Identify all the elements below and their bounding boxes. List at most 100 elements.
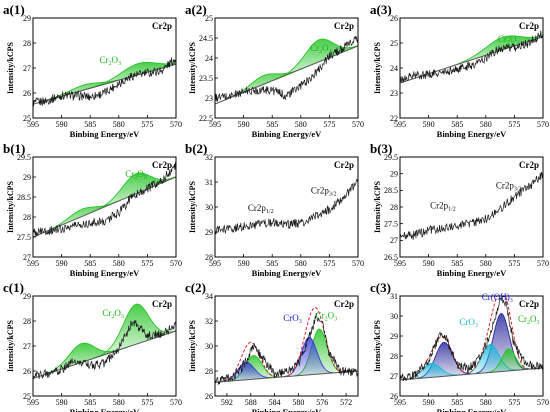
raw-spectrum bbox=[215, 178, 358, 235]
panel-a3: a(3) 595 590 585 580 575 570 22 23 24 25 26 Binbing … bbox=[370, 2, 549, 139]
element-label: Cr2p bbox=[152, 160, 172, 170]
y-axis-label: Intensity/kCPS bbox=[6, 180, 15, 233]
x-tick-label: 580 bbox=[292, 398, 304, 407]
y-axis-label: Intensity/kCPS bbox=[373, 180, 382, 233]
plot-frame bbox=[399, 156, 544, 258]
x-tick-label: 570 bbox=[170, 259, 182, 268]
background-line bbox=[33, 330, 176, 379]
y-tick-label: 30 bbox=[205, 203, 213, 212]
x-tick-label: 575 bbox=[323, 259, 335, 268]
peak-annotation: CrO3 bbox=[283, 313, 302, 325]
panel-tag: c(2) bbox=[185, 280, 206, 295]
y-tick-label: 26 bbox=[390, 14, 398, 23]
y-axis-label: Intensity/kCPS bbox=[188, 319, 197, 372]
panel-b3: b(3) 595 590 585 580 575 570 26.5 27 27.5 28 28.5 29… bbox=[370, 141, 549, 278]
x-tick-label: 575 bbox=[141, 398, 153, 407]
x-tick-label: 584 bbox=[269, 398, 281, 407]
panel-b1: b(1) 595 590 585 580 575 570 27 27.5 28 28.5 29 29.5… bbox=[3, 141, 182, 278]
y-tick-label: 25 bbox=[23, 114, 31, 123]
y-axis-label: Intensity/kCPS bbox=[188, 180, 197, 233]
raw-spectrum bbox=[215, 313, 358, 385]
plot-area bbox=[400, 30, 543, 84]
x-tick-label: 570 bbox=[170, 120, 182, 129]
x-axis-label: Binbing Energy/eV bbox=[70, 268, 141, 278]
x-axis-label: Binbing Energy/eV bbox=[252, 268, 323, 278]
peak-fill-Cr2O3 bbox=[96, 304, 176, 358]
y-tick-label: 26 bbox=[23, 367, 31, 376]
element-label: Cr2p bbox=[152, 299, 172, 309]
y-tick-label: 29 bbox=[23, 14, 31, 23]
panel-tag: b(2) bbox=[185, 141, 207, 156]
y-tick-label: 28 bbox=[390, 203, 398, 212]
y-tick-label: 29.5 bbox=[384, 153, 398, 162]
element-label: Cr2p bbox=[334, 21, 354, 31]
x-tick-label: 580 bbox=[113, 398, 125, 407]
y-tick-label: 28 bbox=[205, 253, 213, 262]
peak-line-Cr2O3 bbox=[447, 35, 543, 68]
raw-spectrum bbox=[215, 35, 358, 102]
peak-annotation: Cr2p1/2 bbox=[430, 201, 456, 213]
peak-line-Cr2O3 bbox=[487, 348, 530, 373]
y-tick-label: 25 bbox=[390, 39, 398, 48]
x-tick-label: 585 bbox=[451, 398, 463, 407]
x-tick-label: 590 bbox=[56, 120, 68, 129]
y-tick-label: 27.5 bbox=[17, 233, 31, 242]
plot-frame bbox=[214, 156, 359, 258]
y-tick-label: 23 bbox=[205, 94, 213, 103]
x-tick-label: 590 bbox=[423, 398, 435, 407]
background-line bbox=[215, 370, 358, 383]
element-label: Cr2p bbox=[152, 21, 172, 31]
x-tick-label: 575 bbox=[141, 120, 153, 129]
raw-spectrum bbox=[400, 296, 543, 382]
peak-annotation: CrO3 bbox=[459, 317, 478, 329]
panel-tag: b(3) bbox=[370, 141, 392, 156]
y-tick-label: 23 bbox=[390, 89, 398, 98]
y-axis-label: Intensity/kCPS bbox=[373, 319, 382, 372]
x-tick-label: 585 bbox=[266, 259, 278, 268]
peak-annotation: Cr(OH)3 bbox=[482, 292, 513, 304]
peak-line-Cr2O3 bbox=[95, 303, 176, 358]
peak-annotation: Cr2O3 bbox=[102, 308, 124, 320]
x-tick-label: 595 bbox=[394, 398, 406, 407]
raw-spectrum bbox=[33, 320, 176, 380]
x-tick-label: 576 bbox=[316, 398, 328, 407]
x-tick-label: 590 bbox=[423, 259, 435, 268]
x-tick-label: 570 bbox=[170, 398, 182, 407]
element-label: Cr2p bbox=[519, 160, 539, 170]
y-tick-label: 27 bbox=[23, 64, 31, 73]
peak-annotation: Cr2p3/2 bbox=[311, 185, 337, 197]
y-tick-label: 24 bbox=[205, 54, 213, 63]
x-tick-label: 590 bbox=[56, 398, 68, 407]
peak-fill-CrO3 bbox=[284, 337, 334, 377]
x-tick-label: 592 bbox=[221, 398, 233, 407]
panel-tag: a(1) bbox=[3, 2, 25, 17]
y-tick-label: 24.5 bbox=[199, 34, 213, 43]
x-tick-label: 590 bbox=[423, 120, 435, 129]
panel-tag: b(1) bbox=[3, 141, 25, 156]
element-label: Cr2p bbox=[519, 21, 539, 31]
x-tick-label: 575 bbox=[508, 398, 520, 407]
y-tick-label: 25 bbox=[23, 392, 31, 401]
peak-annotation: Cr2O3 bbox=[125, 169, 147, 181]
peak-line-Cr2O3 bbox=[91, 172, 176, 213]
x-tick-label: 570 bbox=[352, 259, 364, 268]
peak-line-component bbox=[41, 342, 122, 377]
x-tick-label: 575 bbox=[508, 259, 520, 268]
y-axis-label: Intensity/kCPS bbox=[6, 41, 15, 94]
plot-area bbox=[33, 162, 176, 238]
y-tick-label: 29 bbox=[205, 228, 213, 237]
peak-fill-component bbox=[41, 343, 122, 376]
x-tick-label: 580 bbox=[480, 398, 492, 407]
element-label: Cr2p bbox=[334, 160, 354, 170]
y-tick-label: 26 bbox=[205, 392, 213, 401]
x-tick-label: 585 bbox=[84, 259, 96, 268]
peak-line-component bbox=[41, 199, 122, 234]
y-tick-label: 27.5 bbox=[384, 219, 398, 228]
y-tick-label: 26.5 bbox=[384, 253, 398, 262]
panel-tag: c(1) bbox=[3, 280, 24, 295]
y-tick-label: 22 bbox=[390, 114, 398, 123]
x-tick-label: 590 bbox=[238, 259, 250, 268]
x-tick-label: 575 bbox=[323, 120, 335, 129]
x-tick-label: 595 bbox=[27, 398, 39, 407]
x-tick-label: 575 bbox=[508, 120, 520, 129]
